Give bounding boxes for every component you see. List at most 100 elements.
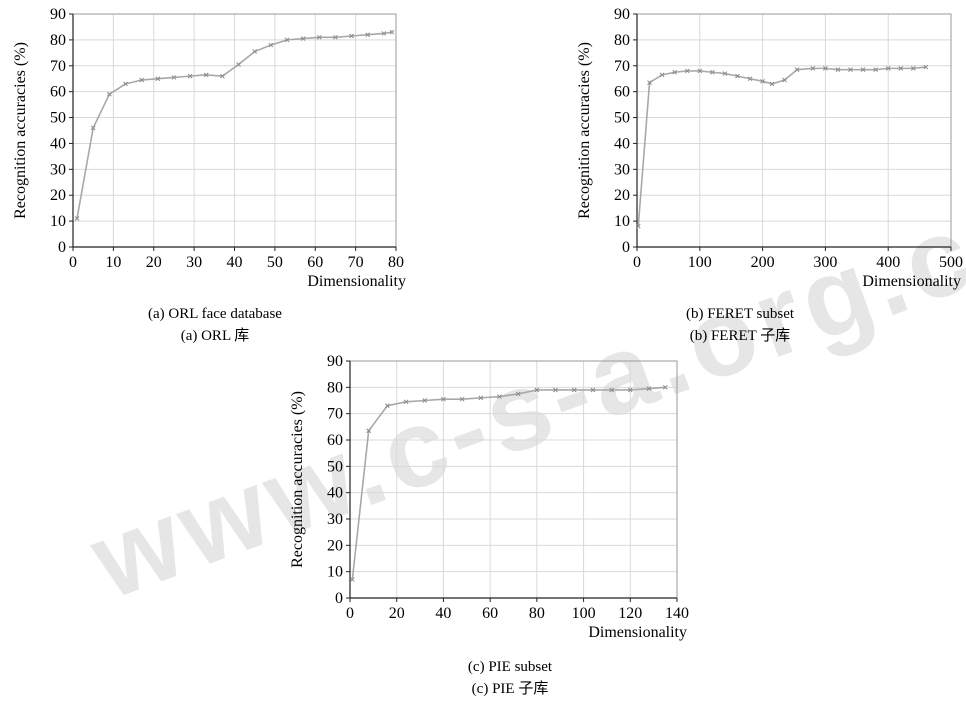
x-tick-label: 100 [688,254,712,271]
y-tick-label: 90 [50,6,66,23]
data-point [571,387,577,393]
x-tick-label: 40 [435,605,451,622]
data-point [760,78,765,84]
y-tick-label: 30 [614,161,630,178]
y-tick-label: 20 [614,187,630,204]
y-tick-label: 30 [50,161,66,178]
x-tick-label: 0 [346,605,354,622]
x-tick-label: 200 [751,254,775,271]
data-point [236,62,241,67]
data-point [515,391,521,397]
data-point [106,91,112,97]
y-axis-title: Recognition accuracies (%) [12,42,29,219]
data-point [385,403,390,409]
data-point [497,394,502,399]
data-point [646,386,652,392]
data-point [747,76,753,82]
data-point [422,398,428,403]
data-point [478,395,484,401]
y-tick-label: 80 [614,32,630,49]
x-tick-label: 400 [876,254,900,271]
data-point [873,67,878,73]
data-point [155,76,161,82]
x-tick-label: 40 [227,254,243,271]
data-point [300,36,306,41]
y-tick-label: 0 [622,239,630,256]
series-line [351,386,666,580]
series-line [637,66,926,227]
caption-cn: (a) ORL 库 [181,327,250,344]
data-point [672,69,678,75]
x-tick-label: 140 [665,605,689,622]
data-point [459,396,465,402]
y-tick-label: 0 [58,239,66,256]
x-tick-label: 300 [813,254,837,271]
y-tick-label: 70 [614,58,630,75]
caption-cn: (c) PIE 子库 [472,680,549,697]
y-tick-label: 50 [50,110,66,127]
data-point [923,64,929,70]
data-point [910,66,916,71]
x-tick-label: 10 [105,254,121,271]
x-axis-title: Dimensionality [307,273,406,290]
y-tick-label: 10 [327,564,343,581]
data-point [885,66,891,71]
data-point [553,387,558,393]
y-tick-label: 90 [614,6,630,23]
y-tick-label: 80 [50,32,66,49]
x-tick-label: 100 [572,605,596,622]
caption-en: (a) ORL face database [148,306,282,322]
x-tick-label: 20 [146,254,162,271]
x-axis-title: Dimensionality [588,624,687,641]
data-point [123,81,128,87]
caption-en: (c) PIE subset [468,659,553,675]
data-point [684,68,690,74]
data-point [333,34,338,40]
data-point [627,387,633,393]
data-point [662,384,668,390]
data-point [722,71,728,76]
x-tick-label: 70 [348,254,364,271]
data-point [203,72,209,78]
x-tick-label: 0 [69,254,77,271]
data-point [74,216,80,221]
caption-en: (b) FERET subset [686,306,795,322]
caption-cn: (b) FERET 子库 [690,327,791,344]
data-point [794,67,800,73]
data-point [403,399,409,405]
x-tick-label: 500 [939,254,963,271]
chart-a: 0 10 20 30 40 50 60 70 80 0 10 20 30 40 50 60 70 80 90 Dime… [12,6,406,344]
data-point [860,67,866,73]
y-tick-label: 40 [614,135,630,152]
data-point [389,29,395,35]
data-point [659,72,665,78]
y-tick-label: 90 [327,353,343,370]
data-point [366,428,372,434]
data-point [823,66,828,71]
data-point [365,32,371,38]
chart-b: 0 100 200 300 400 500 0 10 20 30 40 50 60 70 80 90 Dimen… [576,6,963,344]
data-point [268,42,274,48]
y-tick-label: 30 [327,511,343,528]
y-tick-label: 70 [50,58,66,75]
chart-c: 0 20 40 60 80 100 120 140 0 10 20 30 40 50 60 70 80 90 Dim… [289,353,689,697]
y-tick-label: 60 [50,84,66,101]
y-tick-label: 20 [50,187,66,204]
data-point [90,125,96,131]
x-tick-label: 0 [633,254,641,271]
x-tick-label: 50 [267,254,283,271]
data-point [139,77,144,83]
data-point [220,73,225,79]
data-point [349,577,355,582]
x-tick-label: 80 [529,605,545,622]
data-point [590,387,596,393]
data-point [710,69,715,75]
data-point [187,73,193,79]
data-point [898,66,904,71]
x-tick-label: 60 [482,605,498,622]
data-point [316,34,322,40]
x-axis-title: Dimensionality [862,273,961,290]
y-tick-label: 50 [327,458,343,475]
data-point [735,73,740,79]
